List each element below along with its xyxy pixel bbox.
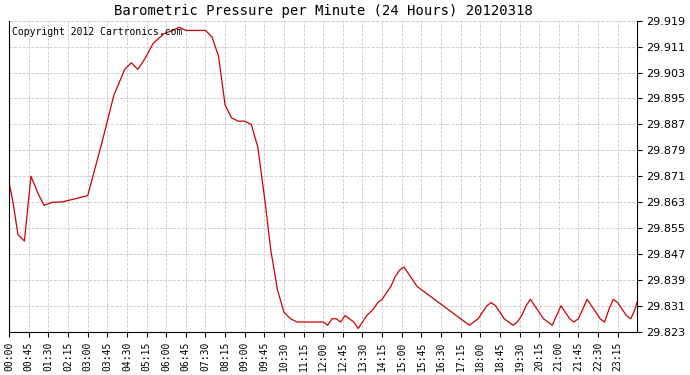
Text: Copyright 2012 Cartronics.com: Copyright 2012 Cartronics.com — [12, 27, 183, 37]
Title: Barometric Pressure per Minute (24 Hours) 20120318: Barometric Pressure per Minute (24 Hours… — [114, 4, 533, 18]
